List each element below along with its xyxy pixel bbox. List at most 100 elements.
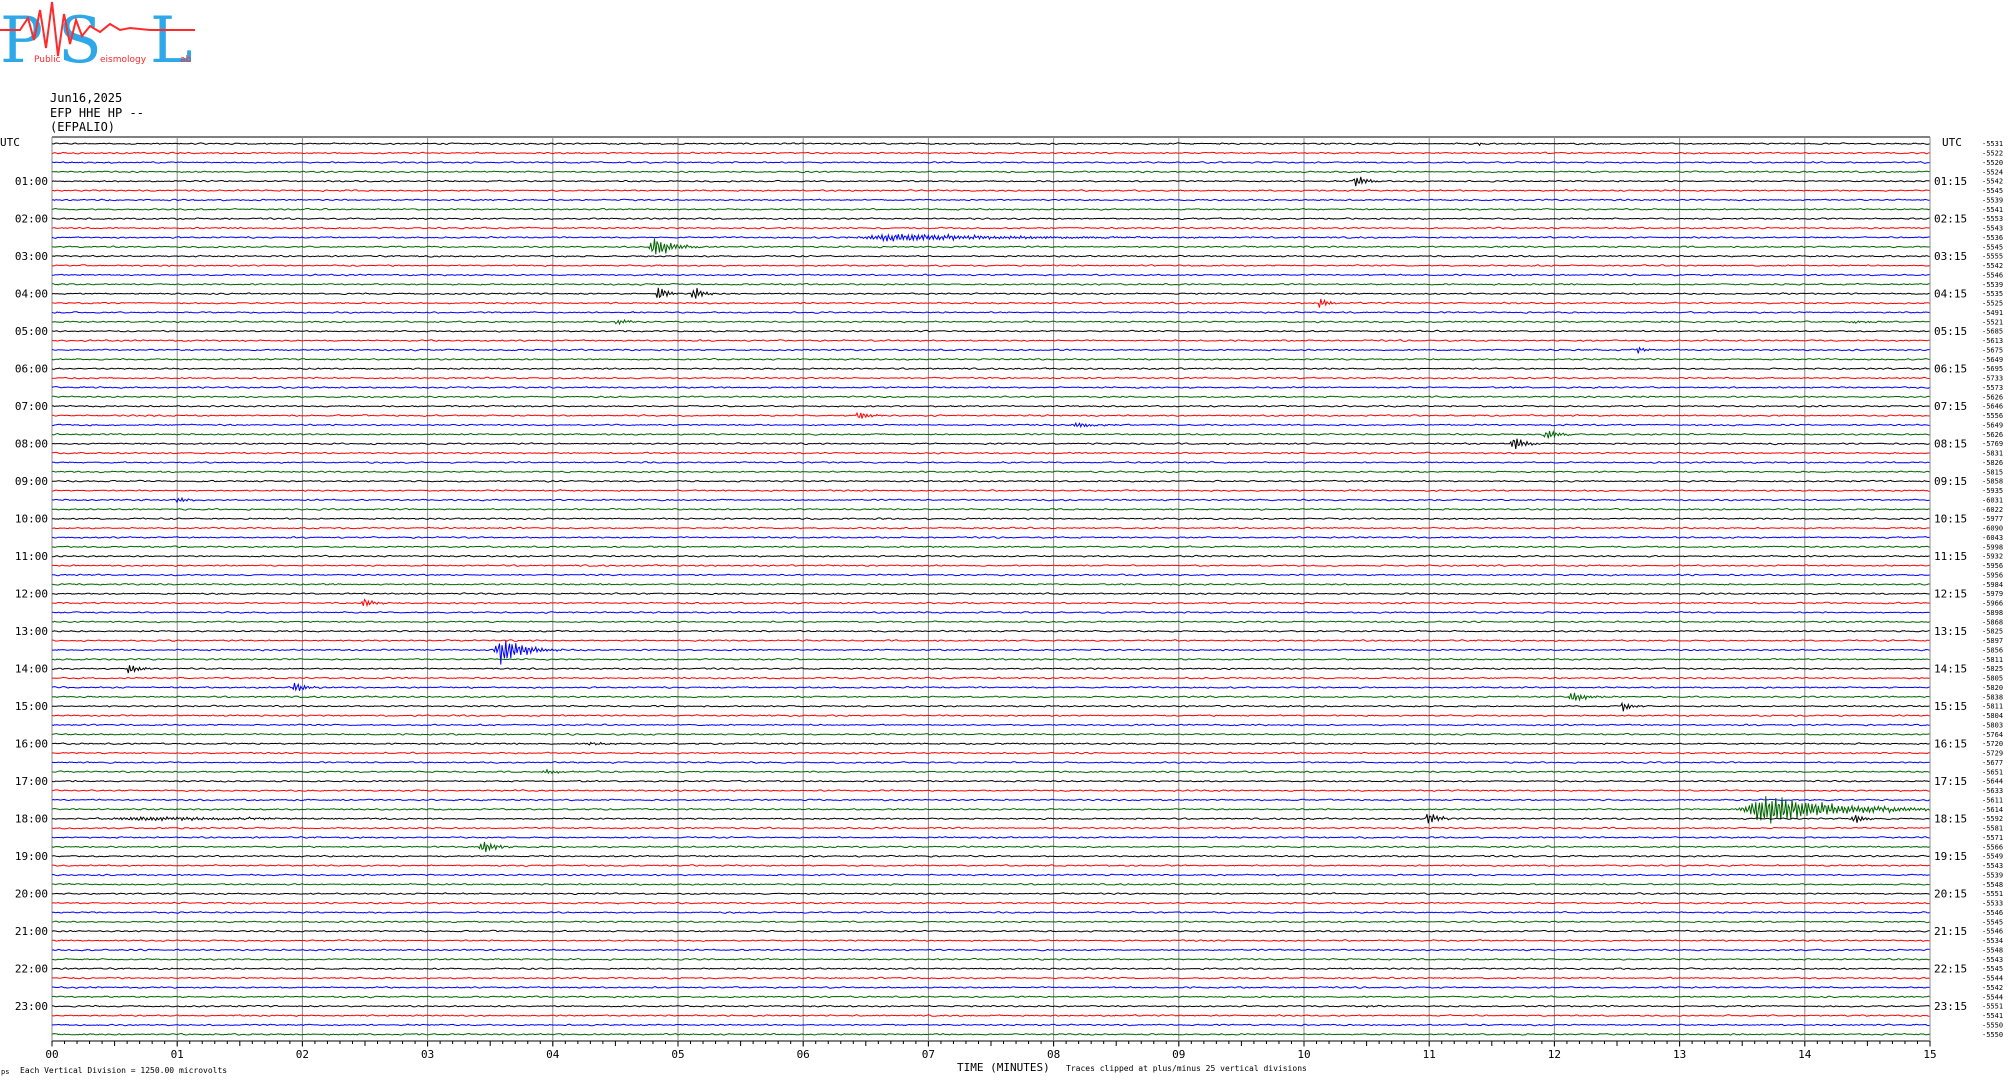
hour-label-left: 22:00 (15, 963, 48, 976)
trace-offset-label: -6090 (1982, 525, 2003, 533)
trace-offset-label: -5592 (1982, 815, 2003, 823)
seismic-trace (51, 976, 1930, 980)
seismic-trace (51, 629, 1930, 633)
x-tick-label: 01 (171, 1048, 184, 1061)
trace-offset-label: -5542 (1982, 178, 2003, 186)
x-tick-label: 03 (421, 1048, 434, 1061)
seismic-trace (51, 723, 1930, 727)
x-tick-label: 08 (1047, 1048, 1060, 1061)
trace-offset-label: -5546 (1982, 928, 2003, 936)
trace-offset-label: -5520 (1982, 159, 2003, 167)
hour-label-left: 03:00 (15, 250, 48, 263)
trace-offset-label: -5805 (1982, 675, 2003, 683)
seismic-trace (51, 640, 1930, 665)
trace-offset-label: -5545 (1982, 243, 2003, 251)
x-tick-label: 02 (296, 1048, 309, 1061)
seismic-trace (51, 346, 1930, 354)
seismic-trace (51, 751, 1930, 755)
seismic-trace (51, 592, 1930, 596)
trace-offset-label: -5525 (1982, 300, 2003, 308)
seismic-trace (51, 796, 1930, 824)
trace-offset-label: -5685 (1982, 328, 2003, 336)
hour-label-left: 18:00 (15, 813, 48, 826)
seismic-trace (52, 864, 1930, 867)
seismic-trace (51, 573, 1930, 577)
trace-offset-label: -5956 (1982, 562, 2003, 570)
trace-offset-label: -5543 (1982, 862, 2003, 870)
hour-label-left: 23:00 (15, 1000, 48, 1013)
trace-offset-label: -5524 (1982, 168, 2003, 176)
trace-offset-label: -5935 (1982, 487, 2003, 495)
hour-label-right: 18:15 (1934, 813, 1967, 826)
seismic-trace (51, 438, 1930, 450)
hour-label-right: 07:15 (1934, 400, 1967, 413)
seismic-trace (51, 761, 1930, 764)
x-tick-label: 11 (1423, 1048, 1436, 1061)
hour-label-right: 22:15 (1934, 963, 1967, 976)
seismic-trace (51, 948, 1930, 952)
hour-label-left: 01:00 (15, 175, 48, 188)
trace-offset-label: -5868 (1982, 618, 2003, 626)
trace-offset-label: -5626 (1982, 431, 2003, 439)
trace-offset-label: -5539 (1982, 871, 2003, 879)
seismic-trace (51, 404, 1930, 408)
hour-label-right: 17:15 (1934, 775, 1967, 788)
seismic-trace (51, 232, 1930, 243)
x-tick-label: 09 (1172, 1048, 1185, 1061)
seismic-trace (51, 217, 1930, 221)
trace-offset-label: -5491 (1982, 309, 2003, 317)
trace-offset-label: -5956 (1982, 571, 2003, 579)
trace-offset-label: -5998 (1982, 543, 2003, 551)
seismic-trace (51, 582, 1930, 586)
hour-label-left: 06:00 (15, 363, 48, 376)
trace-offset-label: -5695 (1982, 365, 2003, 373)
seismic-trace (51, 939, 1930, 942)
seismic-trace (51, 714, 1930, 717)
seismic-trace (52, 826, 1930, 830)
seismic-trace (51, 665, 1930, 674)
seismic-trace (51, 451, 1930, 455)
trace-offset-label: -5614 (1982, 806, 2003, 814)
hour-label-left: 15:00 (15, 700, 48, 713)
hour-label-left: 13:00 (15, 625, 48, 638)
seismic-trace (51, 310, 1930, 314)
trace-offset-label: -5831 (1982, 450, 2003, 458)
trace-offset-label: -5613 (1982, 337, 2003, 345)
trace-offset-label: -5720 (1982, 740, 2003, 748)
trace-offset-label: -6043 (1982, 534, 2003, 542)
seismic-trace (52, 517, 1930, 521)
seismic-trace (51, 841, 1930, 853)
trace-offset-label: -5825 (1982, 628, 2003, 636)
trace-offset-label: -5815 (1982, 468, 2003, 476)
trace-offset-label: -5550 (1982, 1021, 2003, 1029)
x-tick-label: 00 (45, 1048, 58, 1061)
trace-offset-label: -5544 (1982, 975, 2003, 983)
trace-offset-label: -5811 (1982, 656, 2003, 664)
trace-offset-label: -5649 (1982, 356, 2003, 364)
hour-label-right: 02:15 (1934, 213, 1967, 226)
trace-offset-label: -5521 (1982, 318, 2003, 326)
vertical-division-note: Each Vertical Division = 1250.00 microvo… (20, 1066, 228, 1075)
seismic-trace (51, 892, 1930, 896)
trace-offset-label: -5764 (1982, 731, 2003, 739)
trace-offset-label: -5542 (1982, 984, 2003, 992)
seismic-trace (51, 682, 1930, 692)
seismic-trace (51, 189, 1930, 193)
seismic-trace (51, 986, 1930, 989)
trace-offset-label: -5626 (1982, 393, 2003, 401)
trace-offset-label: -5543 (1982, 956, 2003, 964)
hour-label-right: 09:15 (1934, 475, 1967, 488)
seismic-trace (51, 329, 1930, 333)
trace-offset-label: -5566 (1982, 843, 2003, 851)
seismic-trace (51, 207, 1930, 211)
logo-letter-l: L (150, 4, 193, 72)
seismic-trace (51, 170, 1930, 174)
seismic-trace (51, 395, 1930, 399)
seismic-trace (51, 287, 1930, 299)
seismic-trace (52, 814, 1930, 824)
hour-label-right: 10:15 (1934, 513, 1967, 526)
trace-offset-label: -5522 (1982, 150, 2003, 158)
hour-label-right: 04:15 (1934, 288, 1967, 301)
hour-label-right: 01:15 (1934, 175, 1967, 188)
seismic-trace (51, 620, 1930, 624)
